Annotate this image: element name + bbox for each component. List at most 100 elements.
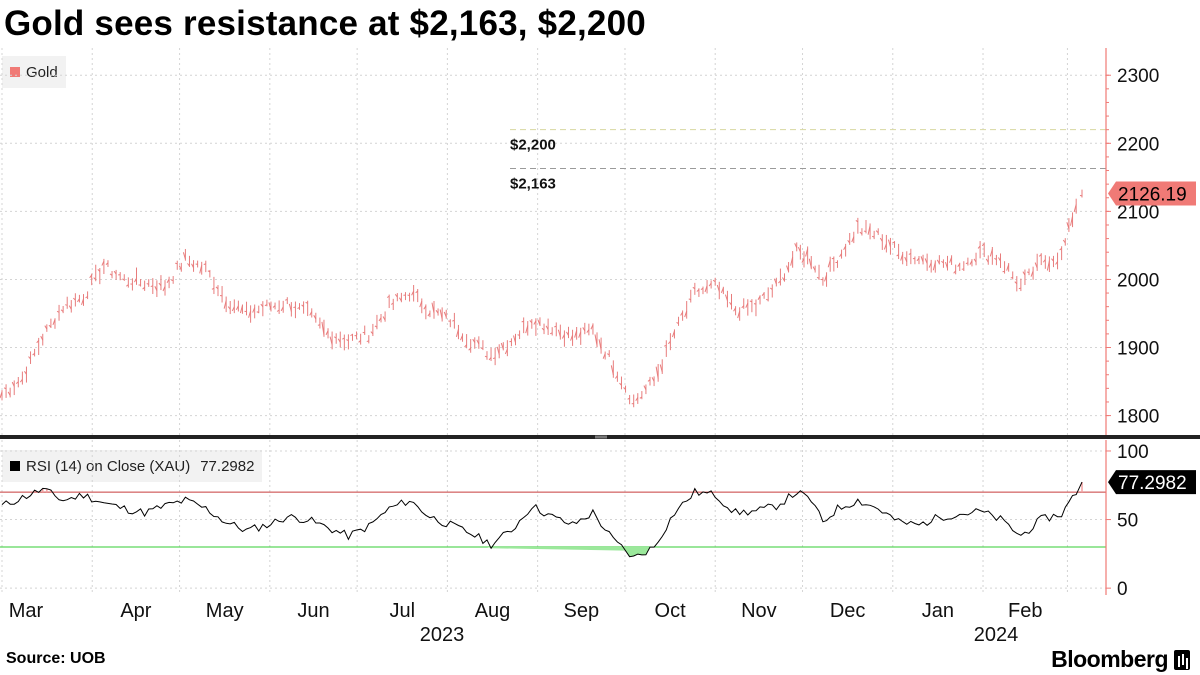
source-note: Source: UOB — [6, 650, 106, 667]
price-bar-open — [924, 258, 928, 264]
price-ytick-label: 2300 — [1117, 66, 1159, 87]
price-bar-open — [126, 284, 129, 287]
x-tick-label: Sep — [564, 600, 600, 622]
price-bar-open — [317, 324, 321, 326]
chart-title: Gold sees resistance at $2,163, $2,200 — [4, 4, 646, 43]
x-tick-label: Nov — [741, 600, 777, 622]
price-ytick-label: 2100 — [1117, 202, 1159, 223]
price-bar-open — [77, 298, 80, 303]
price-bar-open — [1055, 261, 1058, 265]
x-tick-label: Jun — [297, 600, 329, 622]
price-bar-open — [68, 305, 72, 310]
price-bar-open — [476, 339, 480, 345]
price-bar-open — [570, 334, 574, 341]
price-bar-open — [561, 334, 565, 339]
rsi-series — [0, 481, 1106, 558]
price-bar-open — [386, 295, 390, 298]
price-bar-open — [7, 391, 11, 396]
price-bar-open — [900, 254, 904, 261]
price-legend: Gold — [2, 56, 66, 88]
price-bar-open — [797, 246, 801, 252]
price-bar-open — [301, 304, 304, 308]
price-bar-open — [851, 236, 855, 243]
price-bar-open — [1014, 281, 1018, 285]
price-bar-open — [692, 286, 696, 290]
price-bar-open — [766, 298, 769, 301]
price-bar-open — [932, 262, 936, 271]
price-bar-open — [945, 261, 948, 269]
price-bar-open — [178, 265, 182, 271]
price-bar-open — [824, 274, 828, 282]
price-bar-open — [321, 321, 325, 336]
price-bar-open — [488, 357, 492, 361]
price-bar-open — [578, 331, 582, 338]
axis-layer: 1800 1900 2000 2100 2200 2300 0 50 100 2126.19 77.… — [0, 48, 1200, 646]
price-bar-open — [252, 307, 256, 313]
price-bar-open — [158, 282, 162, 287]
price-last-value-label: 2126.19 — [1118, 185, 1187, 206]
price-bar-open — [122, 278, 125, 281]
price-bar-open — [667, 341, 671, 345]
price-bar-open — [627, 397, 630, 400]
x-tick-label: Mar — [9, 600, 44, 622]
price-bar-open — [56, 310, 60, 313]
price-bar-open — [227, 306, 231, 310]
price-bar-open — [1051, 258, 1054, 262]
price-bar-open — [749, 300, 753, 303]
price-bar-open — [134, 278, 137, 283]
price-bar-open — [859, 231, 863, 235]
price-bar-open — [15, 381, 19, 384]
price-bar-open — [166, 278, 170, 284]
price-bar-open — [635, 397, 639, 401]
price-bar-open — [566, 331, 569, 336]
price-bar-open — [260, 303, 264, 308]
price-bar-open — [602, 353, 606, 359]
price-bar-open — [989, 249, 993, 257]
price-bar-open — [647, 379, 651, 382]
price-bar-open — [537, 319, 541, 326]
price-bar-open — [211, 287, 215, 290]
price-bar-open — [753, 303, 757, 305]
price-bar-open — [827, 260, 831, 268]
price-bar-open — [203, 263, 206, 265]
price-bar-open — [1059, 247, 1062, 251]
price-bar-open — [309, 311, 313, 316]
price-bar-open — [272, 305, 276, 308]
price-bar-open — [1038, 254, 1042, 257]
price-bar-open — [549, 332, 553, 335]
price-bar-open — [419, 301, 423, 308]
price-bar-open — [293, 306, 296, 309]
price-bar-open — [187, 263, 190, 267]
price-bar-open — [545, 325, 549, 330]
price-bar-open — [908, 253, 912, 255]
price-bar-open — [231, 306, 235, 312]
price-bar-open — [651, 377, 655, 382]
x-tick-label: Oct — [655, 600, 687, 622]
price-bar-open — [688, 298, 691, 301]
price-bar-open — [533, 320, 537, 325]
price-bar-open — [1073, 204, 1077, 213]
price-bar-open — [223, 300, 227, 309]
x-tick-label: May — [206, 600, 244, 622]
price-bar-open — [541, 327, 545, 331]
price-bar-open — [1066, 222, 1070, 229]
price-bar-open — [1046, 260, 1050, 271]
annotation-layer: $2,200 $2,163 — [510, 129, 1106, 192]
price-bar-open — [1030, 270, 1034, 277]
price-bar-open — [28, 356, 31, 360]
price-bar-open — [268, 302, 272, 311]
price-bar-open — [325, 330, 329, 336]
price-bar-open — [794, 243, 798, 249]
price-bar-open — [101, 261, 105, 266]
price-bar-open — [879, 237, 883, 242]
price-bar-open — [439, 309, 443, 320]
rsi-ytick-label: 100 — [1117, 442, 1149, 463]
price-bar-open — [712, 279, 716, 283]
price-bar-open — [812, 266, 816, 271]
price-bar-open — [598, 339, 602, 351]
price-bar-open — [757, 295, 761, 301]
price-bar-open — [288, 303, 292, 312]
rsi-legend-swatch — [10, 461, 20, 471]
price-bar-open — [390, 302, 394, 305]
